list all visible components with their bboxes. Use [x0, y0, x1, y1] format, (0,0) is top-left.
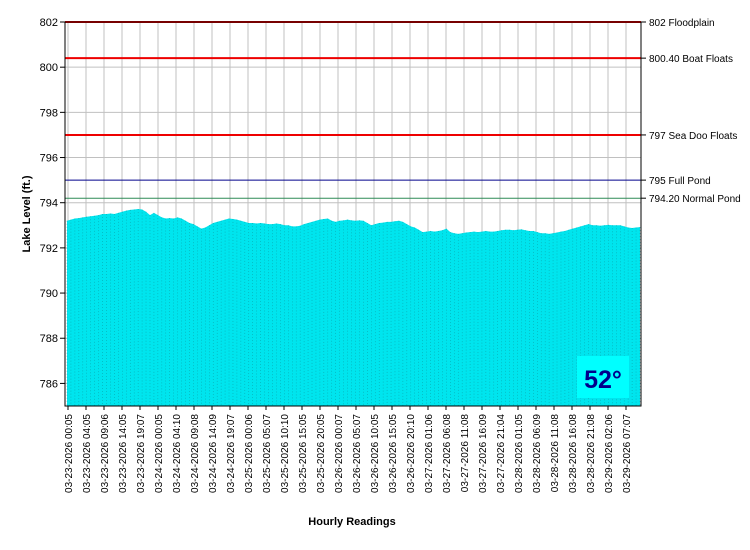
x-tick-label: 03-23-2026 14:05: [118, 414, 129, 493]
y-tick-label: 800: [40, 62, 58, 74]
plot-border: [64, 21, 642, 407]
x-tick-label: 03-24-2026 19:07: [226, 414, 237, 493]
y-tick-label: 786: [40, 378, 58, 390]
reference-line-label: 802 Floodplain: [649, 18, 715, 29]
series-area-layer: [66, 209, 641, 406]
x-tick-label: 03-26-2026 05:07: [352, 414, 363, 493]
x-tick-label: 03-25-2026 15:05: [298, 414, 309, 493]
x-tick-label: 03-28-2026 06:09: [532, 414, 543, 493]
temperature-badge: 52°: [577, 356, 629, 398]
x-tick-label: 03-24-2026 04:10: [172, 414, 183, 493]
x-tick-label: 03-27-2026 06:08: [442, 414, 453, 493]
x-tick-label: 03-29-2026 02:06: [604, 414, 615, 493]
y-axis-label: Lake Level (ft.): [21, 175, 33, 252]
y-tick-label: 794: [40, 198, 58, 210]
x-tick-label: 03-27-2026 01:06: [424, 414, 435, 493]
x-tick-label: 03-25-2026 00:06: [244, 414, 255, 493]
reference-line-labels: 802 Floodplain 800.40 Boat Floats 797 Sea …: [641, 18, 741, 205]
x-tick-label: 03-29-2026 07:07: [622, 414, 633, 493]
x-tick-label: 03-28-2026 01:05: [514, 414, 525, 493]
x-tick-label: 03-28-2026 21:08: [586, 414, 597, 493]
x-tick-label: 03-23-2026 09:06: [100, 414, 111, 493]
x-tick-label: 03-24-2026 09:08: [190, 414, 201, 493]
y-tick-label: 802: [40, 17, 58, 29]
x-tick-label: 03-24-2026 14:09: [208, 414, 219, 493]
x-tick-label: 03-26-2026 00:07: [334, 414, 345, 493]
x-tick-label: 03-25-2026 20:05: [316, 414, 327, 493]
x-tick-label: 03-28-2026 11:08: [550, 414, 561, 493]
x-tick-label: 03-26-2026 10:05: [370, 414, 381, 493]
x-axis-label: Hourly Readings: [308, 516, 395, 528]
x-tick-label: 03-25-2026 05:07: [262, 414, 273, 493]
reference-line-label: 800.40 Boat Floats: [649, 54, 733, 65]
y-tick-label: 796: [40, 153, 58, 165]
x-tick-label: 03-23-2026 04:05: [82, 414, 93, 493]
reference-lines: [65, 21, 641, 199]
x-axis-ticks: 03-23-2026 00:05 03-23-2026 04:05 03-23-20…: [64, 406, 633, 493]
y-axis-ticks: 786 788 790 792 794 796 798 800 802: [40, 17, 65, 390]
y-tick-label: 792: [40, 243, 58, 255]
x-tick-label: 03-28-2026 16:08: [568, 414, 579, 493]
y-tick-label: 790: [40, 288, 58, 300]
x-tick-label: 03-25-2026 10:10: [280, 414, 291, 493]
x-tick-label: 03-26-2026 15:05: [388, 414, 399, 493]
y-tick-label: 798: [40, 107, 58, 119]
x-tick-label: 03-27-2026 16:09: [478, 414, 489, 493]
x-tick-label: 03-23-2026 19:07: [136, 414, 147, 493]
x-tick-label: 03-27-2026 21:04: [496, 414, 507, 493]
reference-line-label: 795 Full Pond: [649, 176, 711, 187]
series-area: [67, 209, 640, 406]
x-tick-label: 03-26-2026 20:10: [406, 414, 417, 493]
temperature-value: 52°: [584, 366, 622, 394]
x-tick-label: 03-27-2026 11:08: [460, 414, 471, 493]
reference-line-label: 797 Sea Doo Floats: [649, 131, 737, 142]
x-tick-label: 03-23-2026 00:05: [64, 414, 75, 493]
x-tick-label: 03-24-2026 00:05: [154, 414, 165, 493]
y-tick-label: 788: [40, 333, 58, 345]
reference-line-label: 794.20 Normal Pond: [649, 194, 741, 205]
temperature-badge-bg: [577, 356, 629, 398]
